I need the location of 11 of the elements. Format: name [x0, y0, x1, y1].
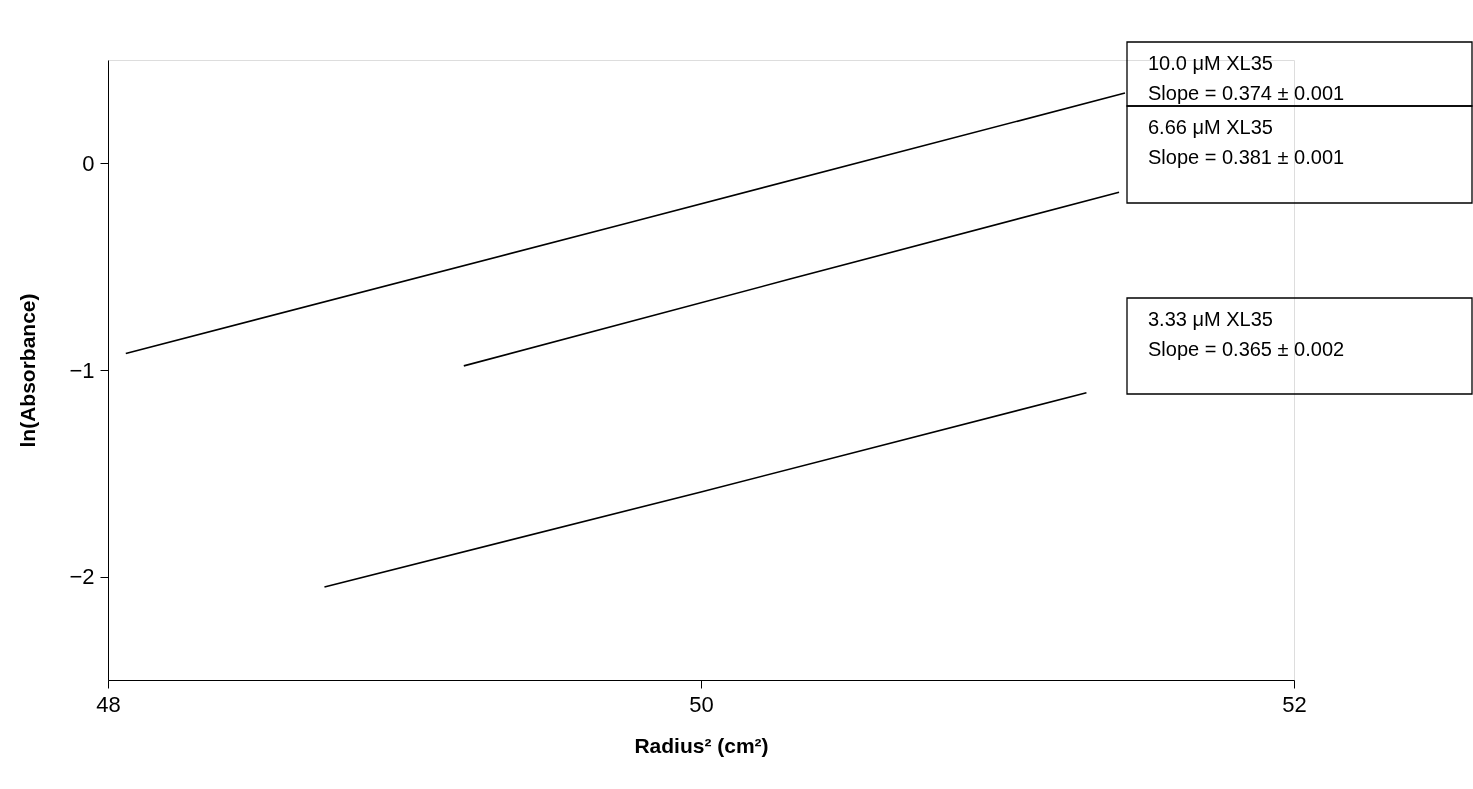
x-axis-title: Radius² (cm²) [634, 733, 769, 757]
y-tick-label: −2 [69, 564, 95, 590]
annotation: 10.0 μM XL35 Slope = 0.374 ± 0.001 [1148, 52, 1345, 104]
y-tick-label: 0 [82, 150, 95, 176]
y-tick-label: −1 [69, 357, 95, 383]
x-tick-label: 50 [689, 691, 714, 717]
annotation: 6.66 μM XL35 Slope = 0.381 ± 0.001 [1148, 116, 1345, 168]
x-tick-label: 52 [1282, 691, 1307, 717]
x-tick-label: 48 [96, 691, 121, 717]
annotation: 3.33 μM XL35 Slope = 0.365 ± 0.002 [1148, 308, 1345, 360]
y-axis-title: ln(Absorbance) [16, 293, 40, 448]
